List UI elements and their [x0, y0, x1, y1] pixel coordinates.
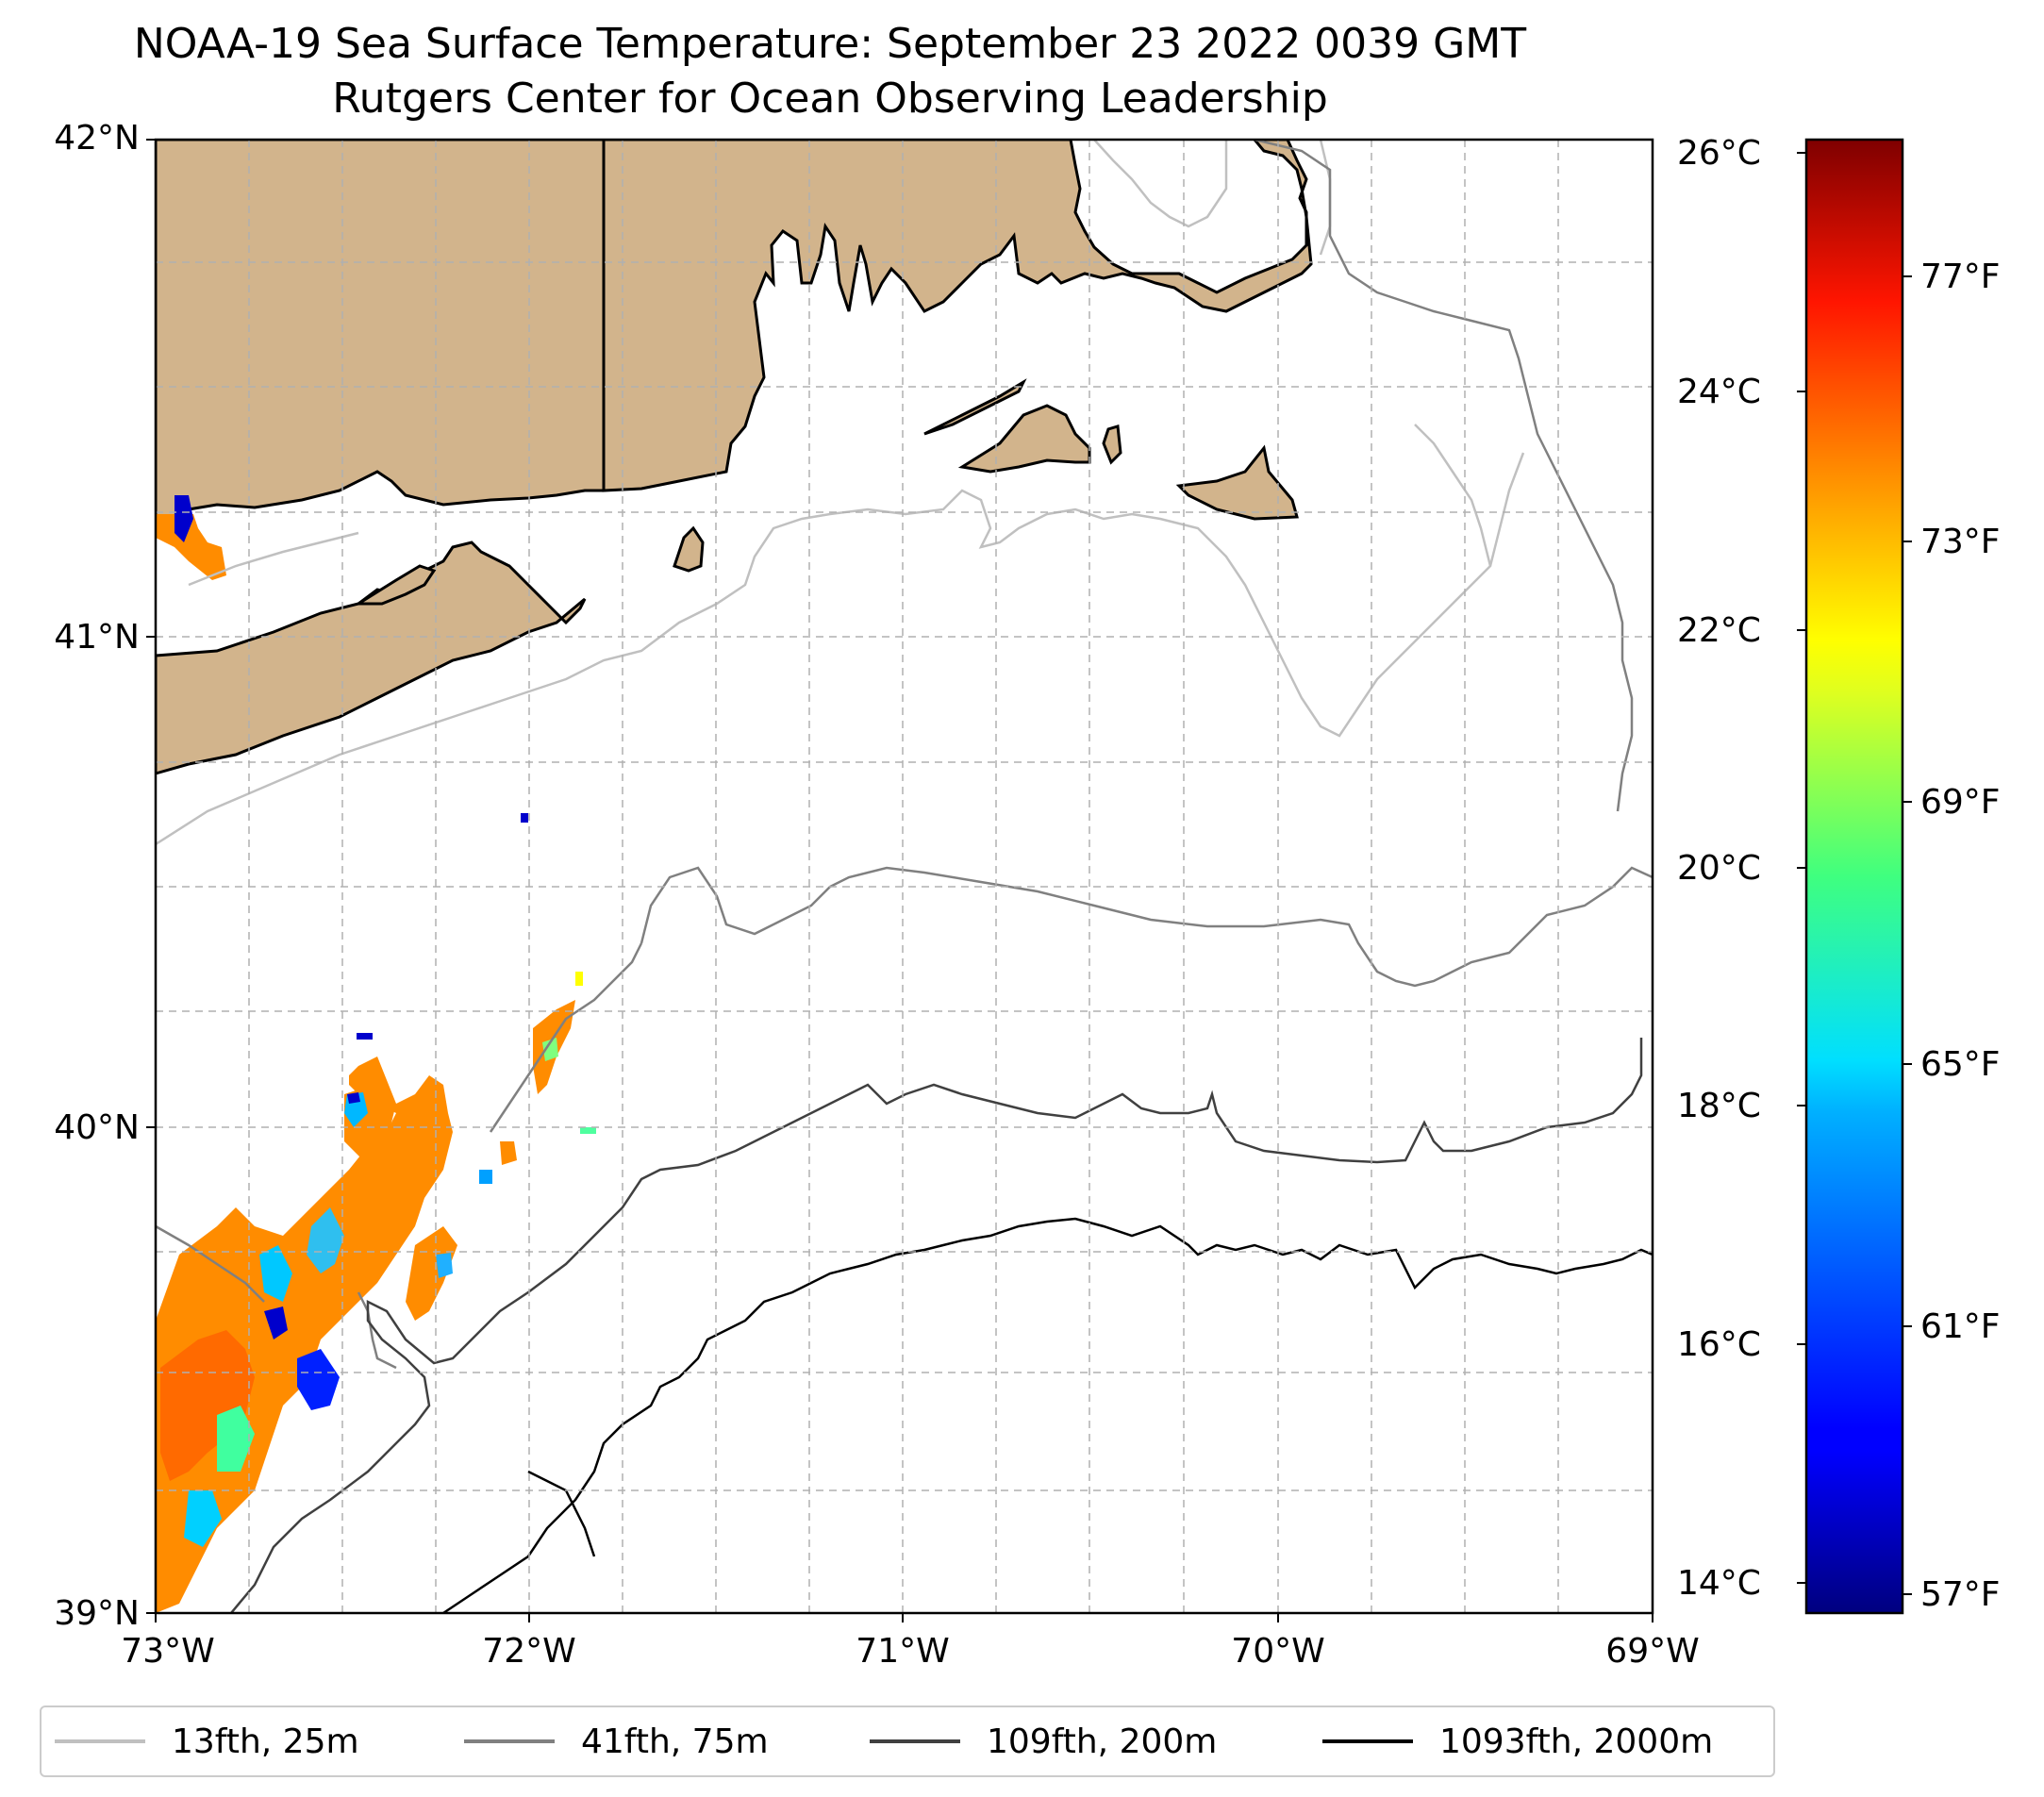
cb-label-18c: 18°C [1677, 1087, 1761, 1125]
land-elizabeth-islands [923, 378, 1027, 436]
contour-2000m [442, 1217, 1653, 1613]
land-connecticut-shore [156, 140, 606, 525]
cb-label-22c: 22°C [1677, 611, 1761, 650]
legend-label-200m: 109fth, 200m [987, 1722, 1218, 1761]
cb-label-24c: 24°C [1677, 373, 1761, 411]
legend-swatch-25m [55, 1739, 145, 1743]
cb-label-61f: 61°F [1920, 1307, 2001, 1346]
map-frame [154, 138, 1654, 1615]
legend-label-2000m: 1093fth, 2000m [1439, 1722, 1714, 1761]
y-label-42n: 42°N [54, 119, 140, 158]
legend-item-25m: 13fth, 25m [55, 1707, 359, 1775]
map-area [156, 140, 1653, 1613]
axis-ticks [146, 139, 1653, 1622]
contour-25m [156, 140, 1525, 846]
contour-200m [230, 1038, 1643, 1613]
land-long-island-fork [353, 564, 437, 606]
legend-item-2000m: 1093fth, 2000m [1322, 1707, 1713, 1775]
land-new-england [156, 140, 1313, 492]
y-label-40n: 40°N [54, 1108, 140, 1147]
cb-label-14c: 14°C [1677, 1564, 1761, 1603]
contour-75m [156, 140, 1653, 1370]
colorbar [1804, 138, 1904, 1615]
graticule [156, 140, 1653, 1613]
cb-label-73f: 73°F [1920, 523, 2001, 561]
cb-label-77f: 77°F [1920, 258, 2001, 296]
legend-label-25m: 13fth, 25m [172, 1722, 359, 1761]
map-subtitle: Rutgers Center for Ocean Observing Leade… [332, 75, 1328, 123]
legend-swatch-2000m [1322, 1739, 1413, 1743]
y-label-41n: 41°N [54, 618, 140, 657]
sst-data [156, 495, 596, 1613]
map-title: NOAA-19 Sea Surface Temperature: Septemb… [133, 20, 1527, 68]
cb-label-57f: 57°F [1920, 1575, 2001, 1614]
legend-item-75m: 41fth, 75m [464, 1707, 769, 1775]
x-label-71w: 71°W [856, 1632, 950, 1671]
cb-label-26c: 26°C [1677, 134, 1761, 173]
colorbar-ticks [1797, 152, 1912, 1595]
x-label-72w: 72°W [482, 1632, 576, 1671]
land-block-island [673, 525, 705, 573]
x-label-69w: 69°W [1605, 1632, 1700, 1671]
legend-swatch-75m [464, 1739, 555, 1743]
legend-label-75m: 41fth, 75m [581, 1722, 769, 1761]
x-label-70w: 70°W [1231, 1632, 1325, 1671]
contour-legend: 13fth, 25m 41fth, 75m 109fth, 200m 1093f… [40, 1705, 1775, 1777]
land-martha-vineyard [957, 404, 1091, 474]
legend-swatch-200m [870, 1739, 960, 1743]
legend-item-200m: 109fth, 200m [870, 1707, 1217, 1775]
land-nantucket [1175, 444, 1299, 521]
cb-label-20c: 20°C [1677, 849, 1761, 888]
cb-label-65f: 65°F [1920, 1045, 2001, 1084]
y-label-39n: 39°N [54, 1594, 140, 1633]
land-chappaquiddick [1102, 424, 1122, 465]
x-label-73w: 73°W [121, 1632, 215, 1671]
cb-label-69f: 69°F [1920, 783, 2001, 822]
land-long-island [156, 541, 587, 775]
cb-label-16c: 16°C [1677, 1325, 1761, 1364]
